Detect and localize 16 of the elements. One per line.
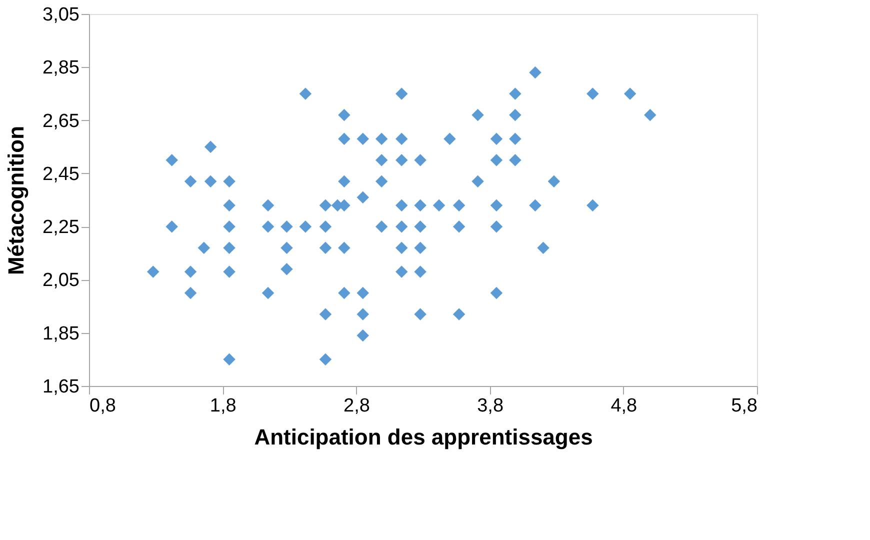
x-tick-label: 4,8 [610,396,638,416]
y-tick-label: 2,85 [42,58,80,79]
x-tick-label: 0,8 [90,396,116,416]
x-tick-label: 5,8 [731,396,758,416]
y-tick-label: 2,05 [42,270,80,292]
x-axis-title: Anticipation des apprentissages [254,424,593,450]
x-tick-label: 1,8 [210,396,236,416]
x-tick-label: 2,8 [343,396,370,416]
y-tick-label: 3,05 [42,4,80,26]
y-tick-label: 2,45 [42,164,80,185]
y-tick-label: 1,65 [42,376,80,398]
y-axis-title: Métacognition [4,126,29,276]
y-tick-label: 2,25 [42,217,80,238]
y-tick-label: 1,85 [42,323,80,344]
y-tick-label: 2,65 [42,110,80,132]
x-tick-label: 3,8 [477,396,504,416]
